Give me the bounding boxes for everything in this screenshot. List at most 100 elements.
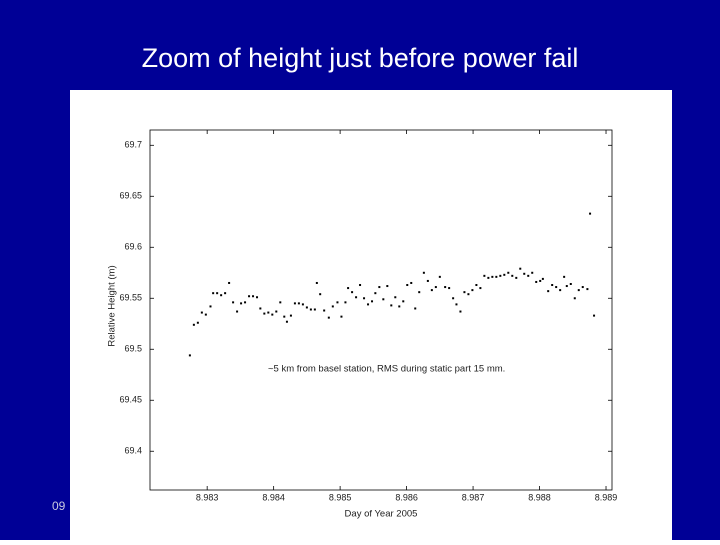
- slide-title: Zoom of height just before power fail: [142, 43, 579, 73]
- point: [347, 287, 350, 290]
- point: [259, 307, 262, 310]
- point: [344, 301, 347, 304]
- point: [573, 297, 576, 300]
- point: [563, 275, 566, 278]
- annotation: ~5 km from basel station, RMS during sta…: [268, 364, 505, 375]
- point: [267, 311, 270, 314]
- point: [559, 289, 562, 292]
- point: [263, 312, 266, 315]
- point: [319, 293, 322, 296]
- point: [531, 271, 534, 274]
- point: [444, 286, 447, 289]
- axes-box: [149, 129, 613, 491]
- point: [188, 354, 191, 357]
- x-tick-label: 8.986: [395, 492, 418, 502]
- point: [523, 272, 526, 275]
- point: [394, 296, 397, 299]
- point: [200, 311, 203, 314]
- point: [327, 316, 330, 319]
- x-tick-label: 8.989: [595, 492, 618, 502]
- point: [224, 292, 227, 295]
- point: [313, 308, 316, 311]
- point: [323, 309, 326, 312]
- point: [527, 274, 530, 277]
- point: [455, 303, 458, 306]
- point: [336, 301, 339, 304]
- point: [232, 301, 235, 304]
- point: [491, 275, 494, 278]
- point: [418, 291, 421, 294]
- point: [351, 291, 354, 294]
- point: [479, 287, 482, 290]
- point: [275, 310, 278, 313]
- point: [569, 282, 572, 285]
- point: [293, 302, 296, 305]
- point: [315, 281, 318, 284]
- point: [216, 292, 219, 295]
- point: [535, 280, 538, 283]
- point: [551, 284, 554, 287]
- y-tick-label: 69.45: [119, 395, 142, 405]
- point: [495, 275, 498, 278]
- point: [586, 288, 589, 291]
- chart-panel: [70, 90, 672, 540]
- point: [438, 275, 441, 278]
- point: [414, 307, 417, 310]
- point: [467, 293, 470, 296]
- x-tick-label: 8.985: [329, 492, 352, 502]
- point: [426, 279, 429, 282]
- point: [434, 286, 437, 289]
- point: [240, 302, 243, 305]
- point: [305, 306, 308, 309]
- x-tick-label: 8.988: [528, 492, 551, 502]
- point: [279, 301, 282, 304]
- point: [192, 323, 195, 326]
- point: [577, 289, 580, 292]
- point: [390, 304, 393, 307]
- point: [541, 277, 544, 280]
- point: [410, 281, 413, 284]
- x-tick-label: 8.987: [462, 492, 485, 502]
- point: [515, 276, 518, 279]
- point: [196, 321, 199, 324]
- point: [589, 212, 592, 215]
- point: [367, 303, 370, 306]
- y-tick-label: 69.55: [119, 293, 142, 303]
- point: [252, 295, 255, 298]
- point: [463, 291, 466, 294]
- point: [220, 294, 223, 297]
- point: [382, 298, 385, 301]
- point: [487, 276, 490, 279]
- point: [471, 289, 474, 292]
- point: [422, 271, 425, 274]
- point: [452, 297, 455, 300]
- y-tick-label: 69.6: [124, 242, 142, 252]
- footer: 09: [52, 499, 66, 513]
- point: [355, 296, 358, 299]
- point: [511, 274, 514, 277]
- point: [581, 286, 584, 289]
- point: [507, 271, 510, 274]
- point: [248, 295, 251, 298]
- point: [430, 289, 433, 292]
- point: [593, 314, 596, 317]
- point: [363, 297, 366, 300]
- point: [244, 301, 247, 304]
- x-tick-label: 8.984: [262, 492, 285, 502]
- point: [309, 308, 312, 311]
- point: [212, 292, 215, 295]
- point: [475, 284, 478, 287]
- point: [547, 290, 550, 293]
- point: [499, 274, 502, 277]
- y-axis-label: Relative Height (m): [107, 265, 118, 346]
- point: [539, 279, 542, 282]
- point: [519, 267, 522, 270]
- point: [285, 320, 288, 323]
- point: [297, 302, 300, 305]
- y-tick-label: 69.5: [124, 344, 142, 354]
- x-tick-label: 8.983: [196, 492, 219, 502]
- point: [459, 310, 462, 313]
- point: [331, 305, 334, 308]
- point: [289, 314, 292, 317]
